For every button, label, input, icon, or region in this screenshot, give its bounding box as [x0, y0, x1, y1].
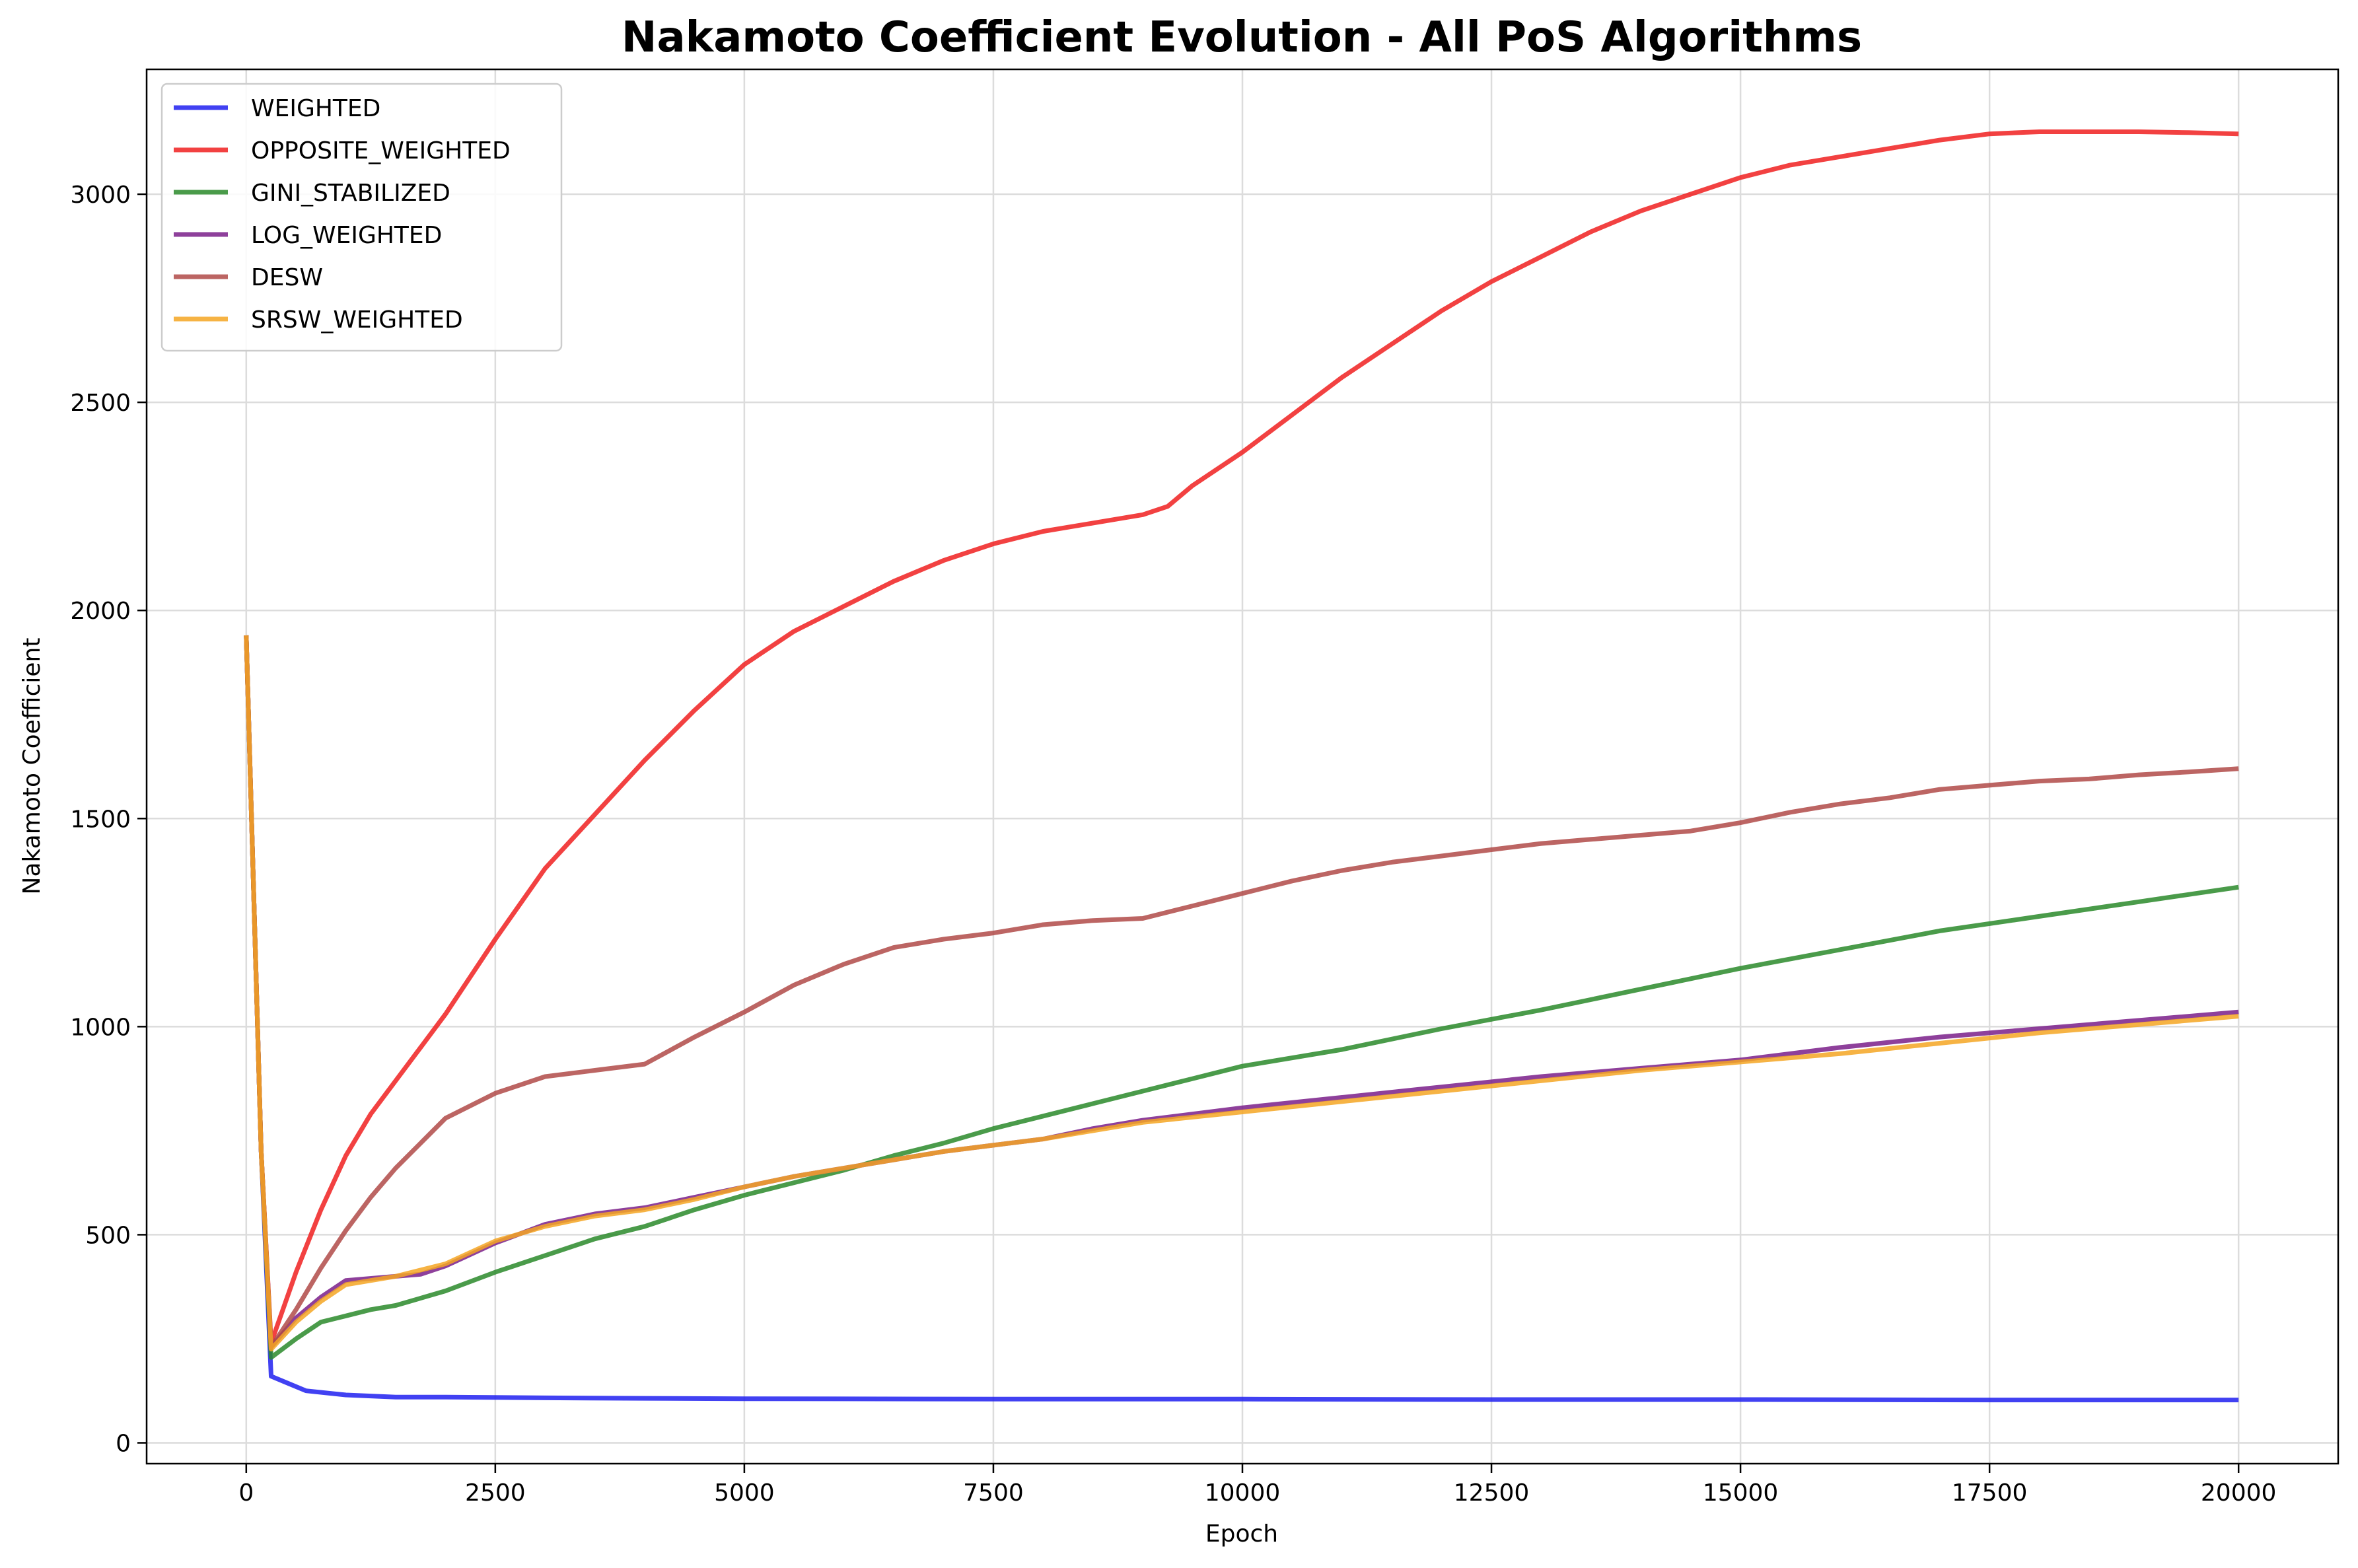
x-tick-label: 5000: [714, 1479, 775, 1507]
x-tick-label: 12500: [1454, 1479, 1530, 1507]
legend-label: GINI_STABILIZED: [251, 180, 450, 207]
y-tick-label: 1000: [70, 1014, 131, 1041]
legend-label: SRSW_WEIGHTED: [251, 306, 463, 334]
y-tick-label: 2500: [70, 390, 131, 417]
legend-label: LOG_WEIGHTED: [251, 222, 442, 249]
x-tick-label: 15000: [1703, 1479, 1779, 1507]
x-tick-label: 20000: [2201, 1479, 2277, 1507]
y-axis-label: Nakamoto Coefficient: [18, 638, 46, 895]
x-axis-label: Epoch: [1205, 1520, 1278, 1548]
x-tick-label: 17500: [1952, 1479, 2028, 1507]
x-tick-label: 10000: [1205, 1479, 1281, 1507]
series-line-opposite-weighted: [244, 129, 2239, 1345]
axis-ticks: 0 2500 5000 7500 10000 12500 15000 17500 20000 0 5…: [70, 182, 2276, 1507]
y-tick-label: 2000: [70, 598, 131, 625]
x-tick-label: 2500: [465, 1479, 526, 1507]
chart-title: Nakamoto Coefficient Evolution - All PoS…: [622, 13, 1862, 62]
series-line-gini-stabilized: [244, 635, 2239, 1360]
y-tick-label: 3000: [70, 182, 131, 209]
legend-label: OPPOSITE_WEIGHTED: [251, 137, 511, 164]
y-tick-label: 1500: [70, 806, 131, 833]
series-lines: [244, 129, 2239, 1403]
legend-box: [161, 83, 563, 352]
grid: [147, 69, 2338, 1464]
y-tick-label: 500: [85, 1222, 131, 1249]
x-tick-label: 0: [238, 1479, 254, 1507]
y-tick-label: 0: [116, 1430, 131, 1457]
series-line-desw: [244, 635, 2239, 1350]
series-line-srsw-weighted: [244, 635, 2239, 1352]
legend-label: WEIGHTED: [251, 95, 380, 122]
series-line-weighted: [244, 635, 2239, 1403]
legend: WEIGHTED OPPOSITE_WEIGHTED GINI_STABILIZED…: [161, 83, 563, 352]
legend-label: DESW: [251, 264, 323, 291]
x-tick-label: 7500: [963, 1479, 1024, 1507]
